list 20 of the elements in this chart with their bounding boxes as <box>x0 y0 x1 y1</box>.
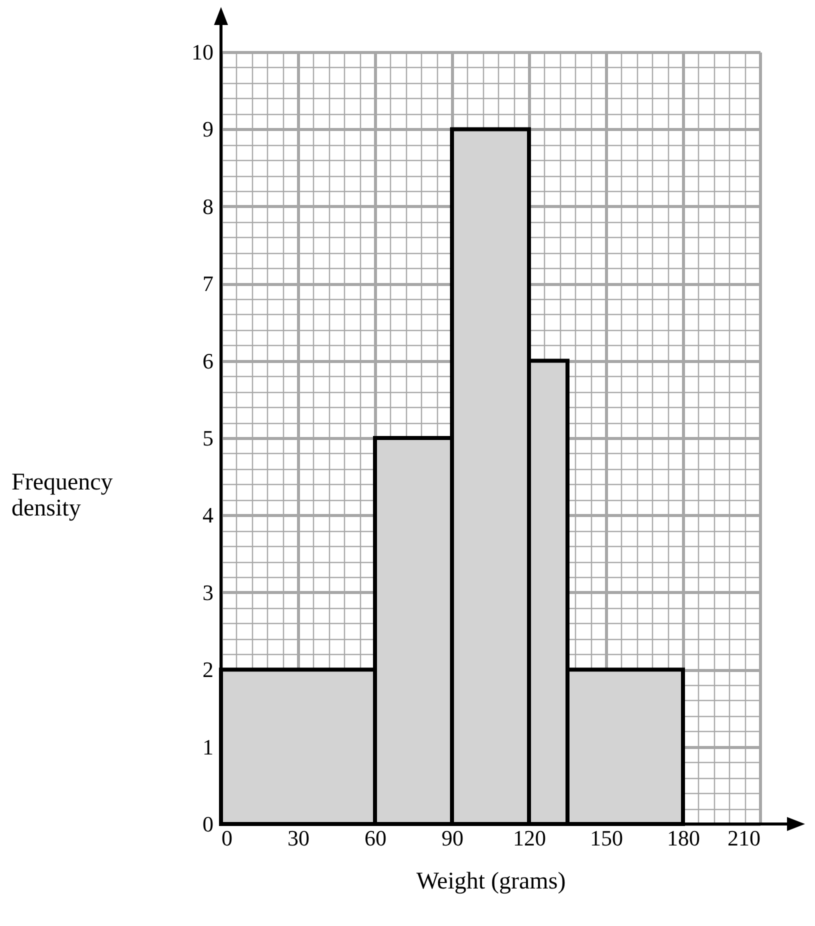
y-tick-label: 1 <box>202 734 214 760</box>
x-tick-label: 30 <box>288 826 310 850</box>
y-tick-label: 3 <box>202 580 214 605</box>
y-tick-label: 2 <box>202 657 214 682</box>
x-axis-title: Weight (grams) <box>416 868 566 894</box>
x-tick-label: 0 <box>222 826 232 850</box>
x-tick-label: 180 <box>667 826 700 850</box>
y-tick-label: 5 <box>202 426 214 450</box>
x-tick-label: 120 <box>513 826 546 850</box>
y-axis-title: Frequency density <box>12 470 113 522</box>
y-tick-label: 8 <box>202 194 214 219</box>
y-tick-label: 9 <box>202 116 214 142</box>
x-tick-label: 60 <box>364 826 386 850</box>
y-tick-label: 6 <box>202 348 214 374</box>
x-tick-label: 90 <box>442 826 464 850</box>
y-tick-label: 7 <box>202 271 214 296</box>
x-tick-label: 210 <box>728 826 760 850</box>
x-tick-label: 150 <box>590 826 623 850</box>
y-tick-label: 10 <box>192 40 214 64</box>
y-tick-label: 4 <box>202 502 214 528</box>
